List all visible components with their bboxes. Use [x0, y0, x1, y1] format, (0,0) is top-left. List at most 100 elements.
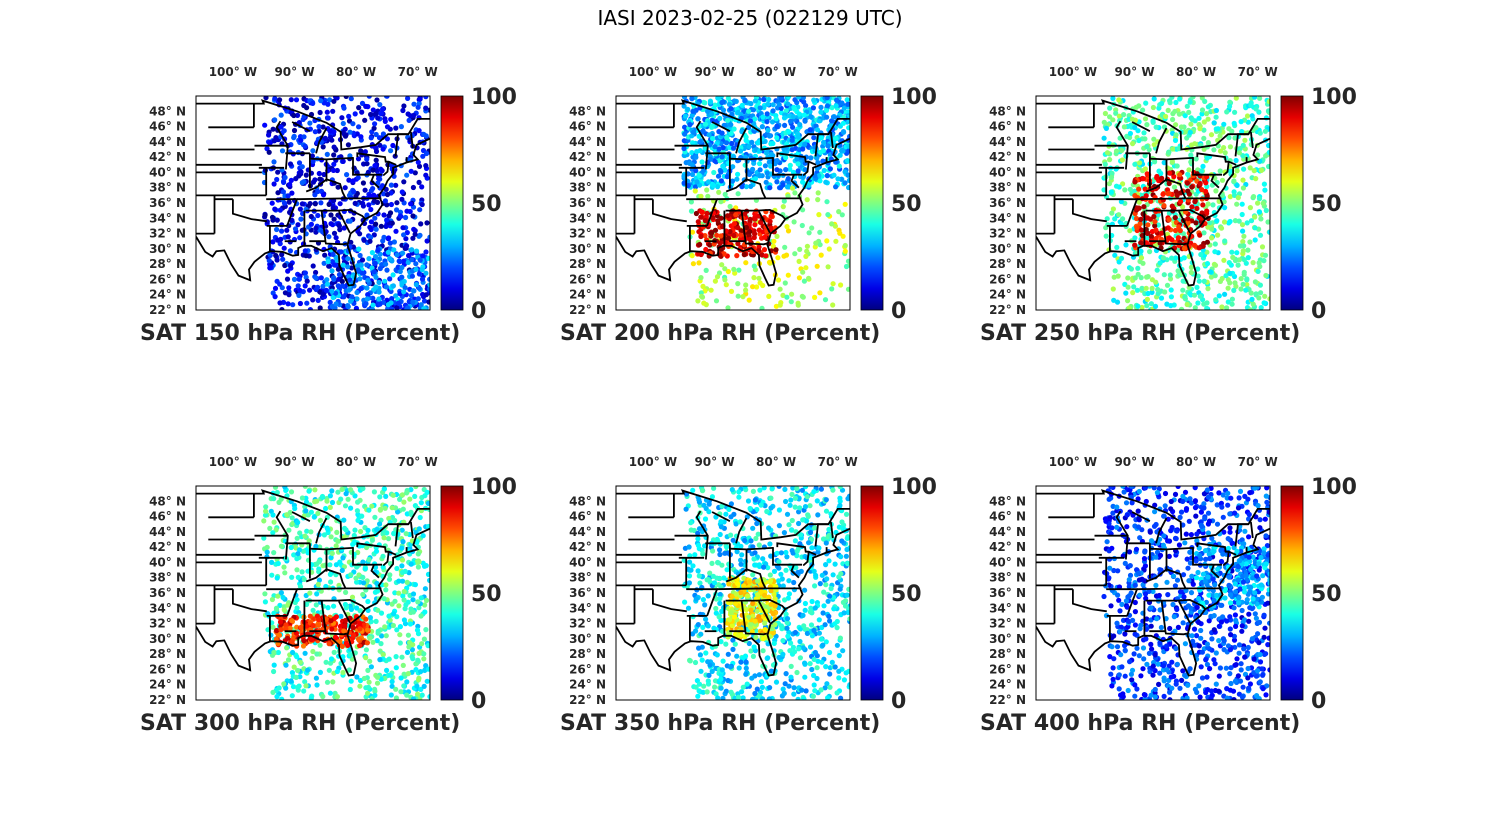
rh-point	[355, 517, 361, 523]
rh-point	[1130, 290, 1136, 296]
retrieval-points	[261, 96, 430, 310]
rh-point	[391, 531, 397, 537]
rh-point	[421, 298, 428, 304]
rh-point	[274, 489, 280, 496]
rh-point	[365, 277, 371, 283]
rh-point	[308, 529, 314, 535]
rh-point	[833, 103, 839, 109]
rh-point	[846, 148, 850, 154]
rh-point	[283, 662, 289, 668]
rh-point	[387, 672, 393, 678]
state-border	[394, 523, 409, 547]
rh-point	[320, 124, 326, 130]
rh-point	[697, 139, 703, 145]
state-border	[725, 178, 767, 199]
rh-point	[392, 590, 398, 596]
rh-point	[325, 259, 331, 265]
rh-point	[735, 281, 741, 287]
rh-point	[718, 199, 724, 205]
rh-point	[1259, 244, 1266, 250]
rh-point	[1179, 306, 1185, 310]
rh-point	[1227, 99, 1233, 105]
rh-point	[689, 171, 696, 178]
rh-point	[328, 212, 334, 218]
rh-point	[760, 114, 766, 120]
rh-point	[1229, 301, 1235, 307]
rh-point	[1150, 104, 1156, 111]
rh-point	[846, 125, 850, 131]
rh-point	[303, 508, 309, 514]
rh-point	[692, 184, 699, 190]
rh-point	[291, 664, 297, 670]
rh-point	[339, 643, 345, 649]
rh-point	[384, 217, 390, 223]
rh-point	[800, 146, 806, 152]
rh-point	[387, 210, 394, 216]
rh-point	[328, 656, 335, 662]
rh-point	[297, 584, 304, 590]
rh-point	[278, 124, 284, 130]
rh-point	[757, 105, 763, 111]
rh-point	[810, 105, 816, 111]
rh-point	[720, 658, 726, 664]
rh-point	[356, 124, 362, 130]
rh-point	[1175, 268, 1181, 274]
rh-point	[323, 583, 329, 590]
lat-tick-label: 34° N	[569, 211, 606, 225]
rh-point	[399, 492, 406, 498]
rh-point	[842, 248, 848, 254]
rh-point	[392, 598, 398, 604]
rh-point	[377, 102, 383, 108]
rh-point	[381, 212, 387, 218]
rh-point	[733, 212, 739, 218]
rh-point	[270, 239, 276, 245]
rh-point	[361, 675, 367, 682]
lon-tick-label: 100° W	[209, 65, 257, 79]
lat-tick-label: 24° N	[569, 288, 606, 302]
rh-point	[345, 264, 351, 270]
rh-point	[297, 206, 303, 212]
rh-point	[682, 113, 689, 119]
rh-point	[1122, 187, 1128, 193]
rh-point	[347, 686, 353, 693]
lat-tick-label: 36° N	[149, 196, 186, 210]
rh-point	[383, 284, 389, 290]
rh-point	[384, 191, 391, 198]
rh-point	[301, 102, 307, 109]
state-border	[695, 120, 709, 170]
rh-point	[399, 196, 405, 202]
rh-point	[790, 124, 796, 130]
rh-point	[367, 615, 373, 621]
rh-point	[314, 682, 320, 688]
rh-point	[1194, 284, 1200, 290]
rh-point	[359, 513, 365, 519]
rh-point	[1189, 184, 1195, 190]
rh-point	[1225, 285, 1231, 291]
rh-point	[357, 643, 363, 649]
rh-point	[280, 594, 286, 601]
rh-point	[1252, 96, 1258, 100]
rh-point	[1181, 255, 1187, 261]
rh-point	[1265, 219, 1270, 225]
rh-point	[303, 172, 309, 178]
rh-point	[375, 115, 381, 121]
rh-point	[1256, 196, 1263, 202]
rh-point	[299, 495, 305, 501]
rh-point	[817, 290, 823, 296]
rh-point	[382, 505, 388, 511]
rh-point	[1102, 110, 1108, 117]
rh-point	[324, 109, 330, 115]
rh-point	[1256, 209, 1263, 215]
rh-point	[369, 503, 375, 509]
rh-point	[757, 172, 763, 179]
rh-point	[341, 225, 347, 231]
rh-point	[1251, 194, 1257, 200]
lat-tick-label: 32° N	[569, 227, 606, 241]
rh-point	[759, 124, 765, 130]
rh-point	[388, 148, 394, 154]
rh-point	[330, 679, 336, 685]
rh-point	[1170, 146, 1176, 152]
rh-point	[1257, 232, 1264, 238]
rh-point	[787, 118, 793, 124]
rh-point	[1128, 266, 1134, 272]
